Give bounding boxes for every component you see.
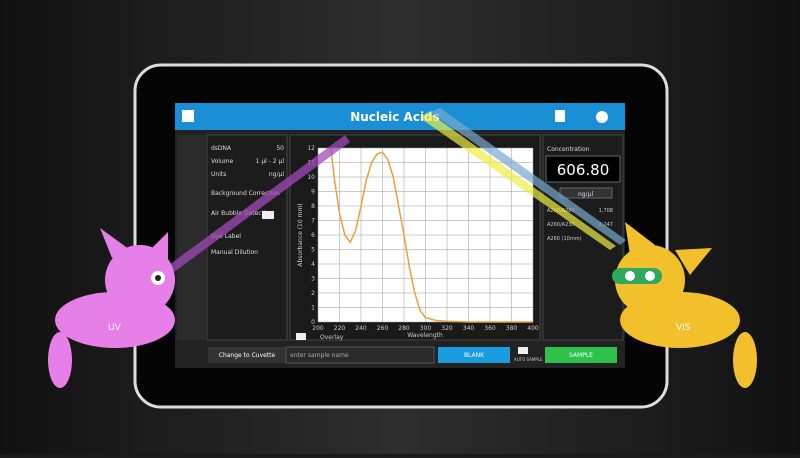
y-tick-label: 12: [307, 145, 315, 152]
y-tick-label: 9: [311, 189, 315, 196]
ratio-value: 1.708: [599, 208, 613, 214]
setting-value: ng/µl: [269, 171, 284, 178]
ratio-label: A260/A230: [547, 222, 575, 228]
setting-value: 1 µl - 2 µl: [256, 158, 285, 165]
uv-cat: UV: [48, 228, 175, 388]
x-tick-label: 360: [484, 325, 496, 332]
x-tick-label: 320: [441, 325, 453, 332]
concentration-value: 606.80: [557, 161, 610, 179]
x-tick-label: 300: [420, 325, 432, 332]
header-title: Nucleic Acids: [350, 110, 440, 124]
input-placeholder: enter sample name: [290, 352, 349, 359]
x-tick-label: 280: [398, 325, 410, 332]
x-tick-label: 200: [312, 325, 324, 332]
x-tick-label: 380: [506, 325, 518, 332]
x-tick-label: 400: [527, 325, 539, 332]
unit: ng/µl: [578, 191, 593, 198]
cuvette-button[interactable]: [208, 347, 286, 363]
y-tick-label: 8: [311, 203, 315, 210]
character-label: VIS: [676, 323, 691, 333]
y-tick-label: 2: [311, 290, 315, 297]
info-icon[interactable]: [596, 111, 608, 123]
cuvette-label: Change to Cuvette: [219, 352, 276, 359]
option[interactable]: Background Correction: [211, 190, 280, 197]
home-icon[interactable]: [182, 110, 194, 122]
y-tick-label: 6: [311, 232, 315, 239]
results-title: Concentration: [547, 146, 590, 153]
x-tick-label: 240: [355, 325, 367, 332]
x-axis-label: Wavelength: [407, 332, 443, 339]
icon-column: [177, 135, 205, 340]
laser-beam: [420, 112, 616, 250]
overlay-label: Overlay: [320, 334, 344, 341]
x-tick-label: 260: [377, 325, 389, 332]
option[interactable]: Manual Dilution: [211, 249, 258, 256]
y-tick-label: 3: [311, 276, 315, 283]
y-tick-label: 0: [311, 319, 315, 326]
auto-label: AUTO SAMPLE: [514, 357, 543, 362]
option[interactable]: Dye Label: [211, 233, 241, 240]
unit-select[interactable]: [559, 187, 613, 199]
y-axis-label: Absorbance (10 mm): [297, 203, 304, 266]
laser-beam: [430, 108, 626, 245]
setting-label: dsDNA: [211, 145, 232, 152]
concentration-box: [545, 155, 621, 183]
y-tick-label: 7: [311, 218, 315, 225]
sample-button[interactable]: [545, 347, 617, 363]
blank-label: BLANK: [464, 352, 485, 359]
auto-checkbox[interactable]: [518, 347, 528, 354]
setting-value: 50: [276, 145, 284, 152]
toggle[interactable]: [262, 211, 274, 219]
sample-label: SAMPLE: [569, 352, 593, 359]
settings-panel: [206, 134, 288, 341]
x-tick-label: 220: [334, 325, 346, 332]
ratio-value: 2.247: [599, 222, 613, 228]
header-bar: [175, 103, 625, 130]
sample-name-input[interactable]: [285, 346, 435, 364]
character-label: UV: [108, 323, 122, 333]
laser-beam: [165, 135, 350, 275]
y-tick-label: 4: [311, 261, 315, 268]
y-tick-label: 10: [307, 174, 315, 181]
x-tick-label: 340: [463, 325, 475, 332]
overlay-checkbox[interactable]: [296, 333, 306, 340]
spectrum-line: [330, 147, 533, 323]
vis-cat: VIS: [612, 222, 757, 388]
blank-button[interactable]: [438, 347, 510, 363]
print-icon[interactable]: [555, 110, 565, 122]
ratio-label: A260 (10mm): [547, 236, 582, 242]
y-tick-label: 5: [311, 247, 315, 254]
setting-label: Volume: [211, 158, 234, 165]
y-tick-label: 1: [311, 305, 315, 312]
setting-label: Units: [211, 171, 226, 178]
